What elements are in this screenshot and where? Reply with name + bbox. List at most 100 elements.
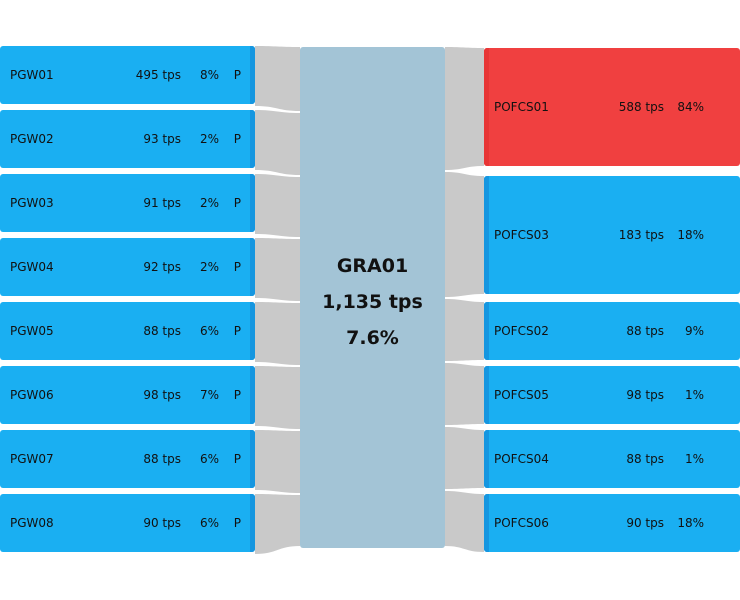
- node-edge-bar: [250, 110, 255, 168]
- node-edge-bar: [484, 366, 489, 424]
- node-pct: 18%: [677, 516, 704, 530]
- center-node-tps: 1,135 tps: [322, 291, 423, 313]
- outbound-links: [445, 47, 484, 552]
- node-name: PGW06: [10, 388, 54, 402]
- node-edge-bar: [484, 494, 489, 552]
- center-node[interactable]: [300, 47, 445, 548]
- center-node-label: GRA01 1,135 tps 7.6%: [300, 248, 445, 356]
- link-pgw08: [255, 494, 300, 554]
- node-name: POFCS06: [494, 516, 549, 530]
- node-name: POFCS02: [494, 324, 549, 338]
- node-flag: P: [233, 132, 241, 146]
- node-flag: P: [233, 324, 241, 338]
- node-name: POFCS03: [494, 228, 549, 242]
- node-tps: 90 tps: [626, 516, 664, 530]
- link-pgw02: [255, 110, 300, 175]
- node-pct: 2%: [199, 132, 219, 146]
- node-edge-bar: [250, 494, 255, 552]
- node-edge-bar: [484, 302, 489, 360]
- node-name: POFCS01: [494, 100, 549, 114]
- node-tps: 88 tps: [143, 452, 181, 466]
- node-tps: 98 tps: [626, 388, 664, 402]
- node-pct: 18%: [677, 228, 704, 242]
- node-edge-bar: [250, 430, 255, 488]
- inbound-links: [255, 46, 300, 554]
- node-pct: 7%: [199, 388, 219, 402]
- center-node-name: GRA01: [336, 255, 409, 277]
- node-pct: 2%: [199, 260, 219, 274]
- node-tps: 88 tps: [143, 324, 181, 338]
- node-flag: P: [233, 68, 241, 82]
- target-node-pofcs01[interactable]: POFCS01 588 tps 84%: [484, 48, 740, 166]
- node-pct: 6%: [199, 324, 219, 338]
- node-edge-bar: [484, 430, 489, 488]
- node-name: PGW05: [10, 324, 54, 338]
- link-pofcs01: [445, 47, 484, 170]
- link-pofcs06: [445, 491, 484, 552]
- node-name: PGW02: [10, 132, 54, 146]
- node-edge-bar: [250, 238, 255, 296]
- node-name: PGW08: [10, 516, 54, 530]
- link-pofcs02: [445, 299, 484, 361]
- node-pct: 6%: [199, 452, 219, 466]
- source-node-pgw02[interactable]: PGW02 93 tps 2% P: [0, 110, 255, 168]
- node-pct: 1%: [684, 388, 704, 402]
- target-node-pofcs03[interactable]: POFCS03 183 tps 18%: [484, 176, 740, 294]
- target-node-pofcs02[interactable]: POFCS02 88 tps 9%: [484, 302, 740, 360]
- node-name: POFCS05: [494, 388, 549, 402]
- node-edge-bar: [484, 48, 489, 166]
- node-flag: P: [233, 516, 241, 530]
- source-node-pgw06[interactable]: PGW06 98 tps 7% P: [0, 366, 255, 424]
- link-pgw05: [255, 302, 300, 365]
- link-pofcs04: [445, 427, 484, 489]
- link-pofcs03: [445, 172, 484, 297]
- node-name: PGW03: [10, 196, 54, 210]
- node-pct: 84%: [677, 100, 704, 114]
- node-pct: 9%: [684, 324, 704, 338]
- target-node-pofcs06[interactable]: POFCS06 90 tps 18%: [484, 494, 740, 552]
- source-node-pgw03[interactable]: PGW03 91 tps 2% P: [0, 174, 255, 232]
- node-edge-bar: [250, 46, 255, 104]
- link-pgw06: [255, 366, 300, 429]
- source-node-pgw08[interactable]: PGW08 90 tps 6% P: [0, 494, 255, 552]
- node-pct: 2%: [199, 196, 219, 210]
- node-pct: 6%: [199, 516, 219, 530]
- node-pct: 1%: [684, 452, 704, 466]
- source-node-pgw04[interactable]: PGW04 92 tps 2% P: [0, 238, 255, 296]
- center-node-pct: 7.6%: [346, 327, 399, 349]
- node-tps: 92 tps: [143, 260, 181, 274]
- node-tps: 588 tps: [618, 100, 664, 114]
- node-tps: 90 tps: [143, 516, 181, 530]
- node-flag: P: [233, 260, 241, 274]
- source-node-pgw01[interactable]: PGW01 495 tps 8% P: [0, 46, 255, 104]
- node-name: PGW04: [10, 260, 54, 274]
- link-pofcs05: [445, 363, 484, 425]
- node-edge-bar: [250, 174, 255, 232]
- node-name: POFCS04: [494, 452, 549, 466]
- node-pct: 8%: [199, 68, 219, 82]
- source-node-pgw07[interactable]: PGW07 88 tps 6% P: [0, 430, 255, 488]
- node-tps: 88 tps: [626, 324, 664, 338]
- node-tps: 98 tps: [143, 388, 181, 402]
- target-node-pofcs05[interactable]: POFCS05 98 tps 1%: [484, 366, 740, 424]
- node-tps: 88 tps: [626, 452, 664, 466]
- node-tps: 93 tps: [143, 132, 181, 146]
- node-tps: 183 tps: [618, 228, 664, 242]
- node-tps: 91 tps: [143, 196, 181, 210]
- link-pgw07: [255, 430, 300, 493]
- node-flag: P: [233, 452, 241, 466]
- node-tps: 495 tps: [135, 68, 181, 82]
- node-edge-bar: [250, 302, 255, 360]
- link-pgw03: [255, 174, 300, 237]
- node-flag: P: [233, 388, 241, 402]
- node-edge-bar: [484, 176, 489, 294]
- link-pgw04: [255, 238, 300, 301]
- node-name: PGW01: [10, 68, 54, 82]
- target-node-pofcs04[interactable]: POFCS04 88 tps 1%: [484, 430, 740, 488]
- node-flag: P: [233, 196, 241, 210]
- node-edge-bar: [250, 366, 255, 424]
- link-pgw01: [255, 46, 300, 111]
- node-name: PGW07: [10, 452, 54, 466]
- source-node-pgw05[interactable]: PGW05 88 tps 6% P: [0, 302, 255, 360]
